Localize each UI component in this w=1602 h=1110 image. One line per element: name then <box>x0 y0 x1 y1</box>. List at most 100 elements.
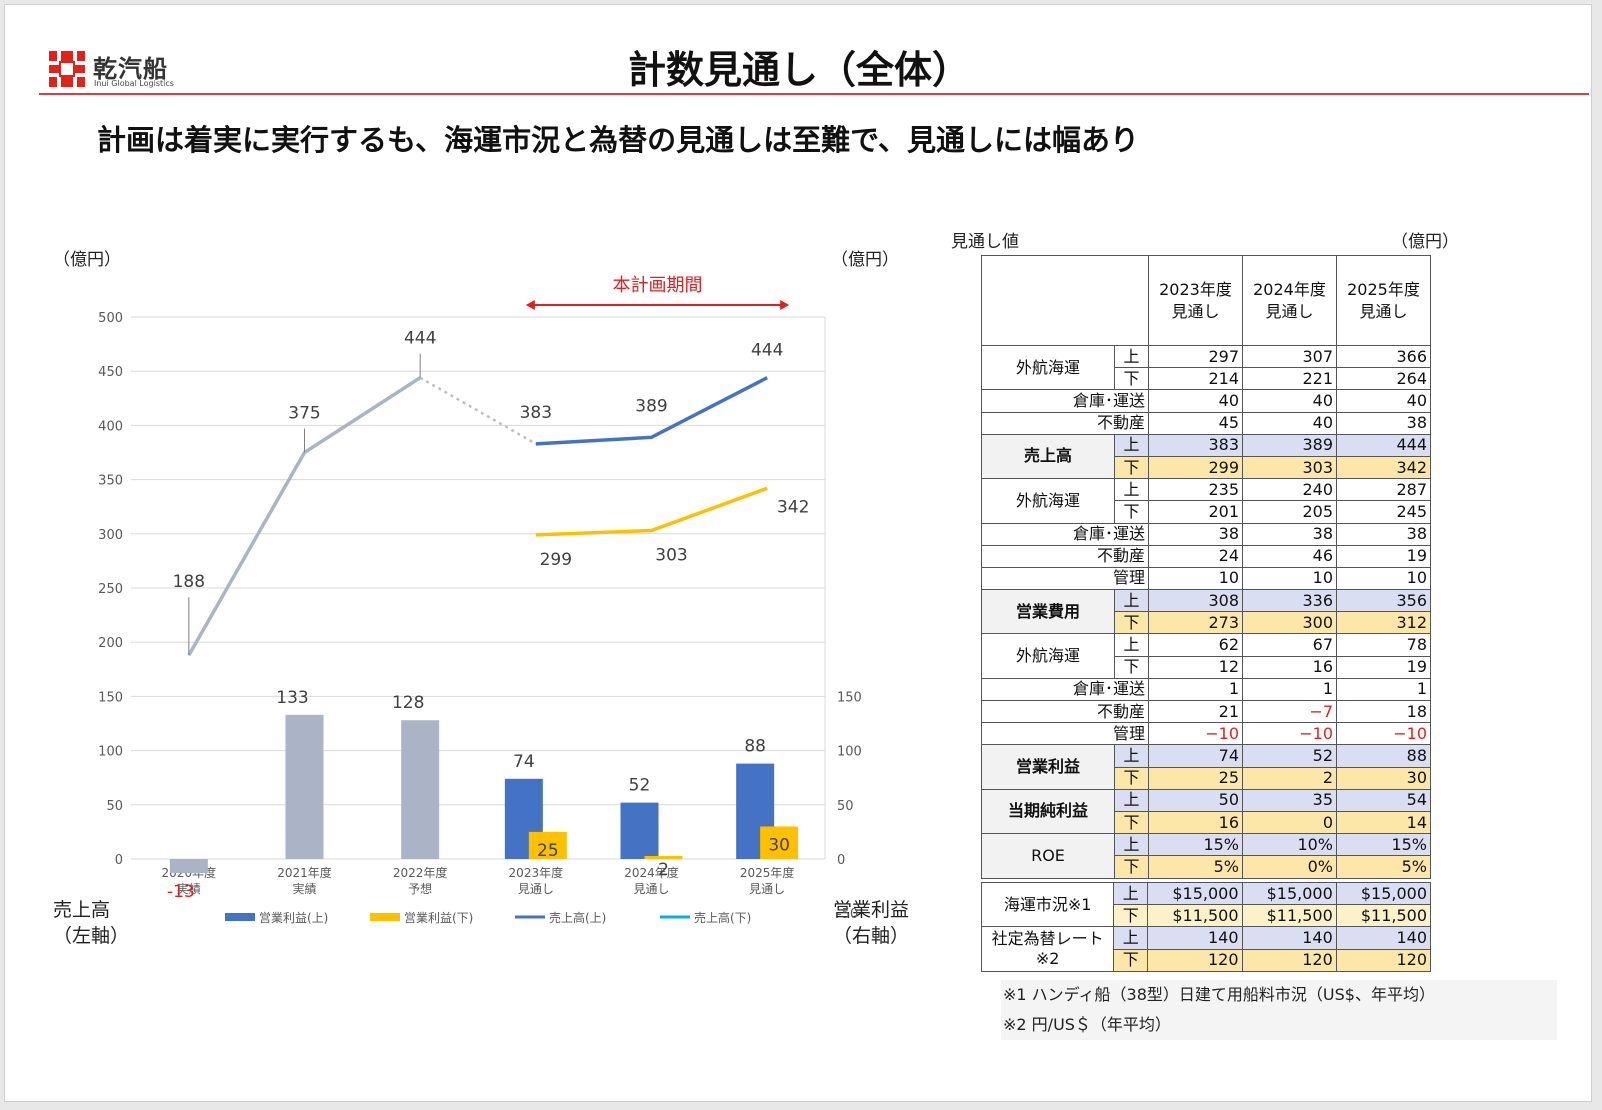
upper-case-label: 上 <box>1114 744 1149 768</box>
actual-op-profit-label: 133 <box>276 688 308 708</box>
lower-case-label: 下 <box>1114 455 1149 480</box>
table-cell: 62 <box>1148 633 1243 657</box>
table-cell: 10% <box>1242 833 1337 857</box>
row-label: 倉庫･運送 <box>981 522 1149 546</box>
row-label: 倉庫･運送 <box>981 677 1149 702</box>
title-divider <box>39 93 1589 95</box>
logo-subtitle: Inui Global Logistics <box>94 79 174 88</box>
sales-upper-label: 389 <box>635 396 667 416</box>
upper-case-label: 上 <box>1114 344 1149 369</box>
table-row-lower: 下 201 205 245 <box>982 500 1431 524</box>
plan-period-arrowhead-left <box>525 300 535 310</box>
lower-case-label: 下 <box>1113 948 1149 972</box>
table-cell: 383 <box>1148 433 1243 457</box>
plan-period-label: 本計画期間 <box>613 275 703 296</box>
upper-case-label: 上 <box>1113 926 1149 950</box>
left-tick-label: 150 <box>98 690 123 705</box>
table-year-header: 2024年度 見通し <box>1242 255 1337 346</box>
table-cell: 46 <box>1242 544 1337 568</box>
upper-case-label: 上 <box>1113 881 1149 906</box>
table-year-header-line: 見通し <box>1171 301 1220 321</box>
row-label: 外航海運 <box>981 633 1115 679</box>
table-cell: 264 <box>1336 367 1431 391</box>
actual-op-profit-label: 128 <box>392 693 424 713</box>
row-label: 当期純利益 <box>981 788 1115 835</box>
table-cell: 240 <box>1242 478 1337 502</box>
table-row: 管理 −10 −10 −10 <box>981 722 1431 746</box>
table-cell: 35 <box>1242 788 1337 812</box>
table-row: 不動産 21 −7 18 <box>981 699 1431 724</box>
actual-sales-label: 444 <box>404 329 436 349</box>
table-row-lower: 下 5% 0% 5% <box>982 855 1431 879</box>
sales-lower-label: 342 <box>777 497 809 517</box>
table-cell: 356 <box>1336 589 1431 613</box>
market-cell: 140 <box>1241 926 1337 950</box>
upper-case-label: 上 <box>1114 478 1149 502</box>
footnote-2: ※2 円/US＄（年平均） <box>1001 1010 1557 1040</box>
op-profit-upper-label: 88 <box>744 737 766 757</box>
table-cell: 78 <box>1336 633 1431 657</box>
upper-case-label: 上 <box>1114 633 1149 657</box>
table-cell: 342 <box>1336 455 1431 480</box>
row-label: 管理 <box>981 566 1149 591</box>
right-tick-label: 100 <box>837 745 862 760</box>
sales-lower-line <box>535 486 768 537</box>
table-cell: 40 <box>1242 411 1337 435</box>
left-tick-label: 500 <box>98 311 123 326</box>
upper-case-label: 上 <box>1114 433 1149 457</box>
table-cell: 14 <box>1336 810 1431 835</box>
row-label: 売上高 <box>981 433 1115 480</box>
market-cell: $11,500 <box>1147 904 1243 928</box>
table-year-header-line: 2024年度 <box>1253 279 1326 299</box>
table-row-lower: 下 16 0 14 <box>982 810 1431 835</box>
market-cell: $15,000 <box>1335 881 1432 906</box>
table-cell: 40 <box>1148 389 1243 413</box>
left-tick-label: 50 <box>106 799 123 814</box>
op-profit-lower-bar <box>528 831 567 859</box>
table-row-upper: ROE 上 15% 10% 15% <box>981 833 1431 879</box>
row-label: 不動産 <box>981 544 1149 568</box>
table-cell: 297 <box>1148 344 1243 369</box>
category-label: 2021年度 <box>277 865 332 880</box>
table-row: 不動産 24 46 19 <box>981 544 1431 568</box>
table-cell: 88 <box>1336 744 1431 768</box>
sales-upper-line <box>535 376 768 446</box>
category-label: 予想 <box>408 881 432 896</box>
table-cell: 389 <box>1242 433 1337 457</box>
company-logo: 乾汽船 Inui Global Logistics <box>49 49 199 89</box>
lower-case-label: 下 <box>1114 500 1149 524</box>
table-cell: 30 <box>1336 766 1431 790</box>
table-cell: −10 <box>1242 722 1337 746</box>
market-row-lower: 下 120 120 120 <box>982 948 1432 972</box>
table-cell: −10 <box>1148 722 1243 746</box>
table-cell: 15% <box>1148 833 1243 857</box>
table-unit: （億円） <box>1391 232 1459 252</box>
footnote-1: ※1 ハンディ船（38型）日建て用船料市況（US$、年平均） <box>1001 980 1557 1010</box>
table-cell: 245 <box>1336 500 1431 524</box>
legend-label: 営業利益(下) <box>404 911 473 925</box>
table-year-header-line: 見通し <box>1359 301 1408 321</box>
table-cell: 312 <box>1336 611 1431 635</box>
table-row-upper: 外航海運上 62 67 78 <box>981 633 1431 679</box>
market-cell: $15,000 <box>1147 881 1243 906</box>
row-label: 管理 <box>981 722 1149 746</box>
op-profit-lower-bar <box>760 826 799 859</box>
row-label: 倉庫･運送 <box>981 389 1149 413</box>
table-cell: 221 <box>1242 367 1337 391</box>
table-cell: 5% <box>1336 855 1431 879</box>
lower-case-label: 下 <box>1114 766 1149 790</box>
lower-case-label: 下 <box>1113 904 1149 928</box>
table-cell: 308 <box>1148 589 1243 613</box>
left-tick-label: 250 <box>98 582 123 597</box>
table-cell: 38 <box>1148 522 1243 546</box>
market-cell: $15,000 <box>1241 881 1337 906</box>
row-label: 営業利益 <box>981 744 1115 790</box>
table-row: 倉庫･運送 40 40 40 <box>981 389 1431 413</box>
market-cell: 120 <box>1335 948 1432 972</box>
category-label: 見通し <box>749 882 785 896</box>
table-cell: 38 <box>1336 522 1431 546</box>
sales-lower-label: 299 <box>540 550 572 570</box>
table-cell: 2 <box>1242 766 1337 790</box>
table-cell: 16 <box>1148 810 1243 835</box>
category-label: 実績 <box>292 881 316 896</box>
